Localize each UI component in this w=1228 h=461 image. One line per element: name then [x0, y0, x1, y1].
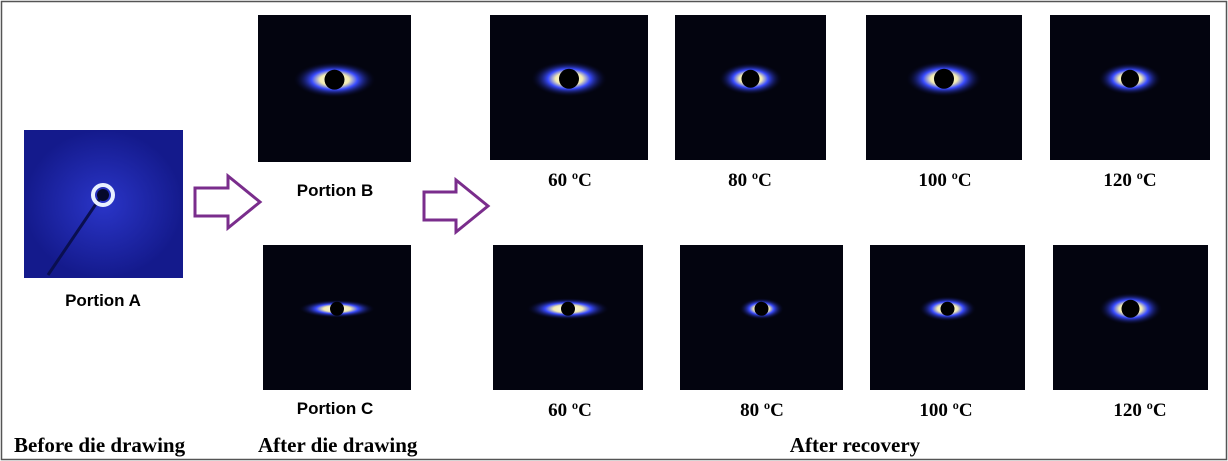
temp-label: 80 ºC [728, 170, 772, 191]
temp-label: 80 ºC [740, 400, 784, 421]
scattering-pattern [1050, 15, 1210, 160]
arrow [195, 176, 260, 228]
caption: Before die drawing [14, 433, 186, 457]
temp-label: 100 ºC [918, 170, 971, 191]
temp-label: 120 ºC [1103, 170, 1156, 191]
caption: After die drawing [258, 433, 418, 457]
figure: Portion B Portion A Portion C 60 ºC 80 º… [0, 0, 1228, 461]
arrow [424, 180, 488, 232]
scattering-pattern [258, 15, 411, 162]
scattering-pattern [866, 15, 1022, 160]
scattering-pattern [493, 245, 643, 390]
temp-label: 60 ºC [548, 400, 592, 421]
caption: After recovery [790, 433, 921, 457]
temp-label: 60 ºC [548, 170, 592, 191]
panel-label: Portion C [297, 399, 374, 418]
temp-label: 120 ºC [1113, 400, 1166, 421]
scattering-pattern [263, 245, 411, 390]
scattering-pattern [490, 15, 648, 160]
temp-label: 100 ºC [919, 400, 972, 421]
pattern-a [24, 130, 183, 278]
panel-label: Portion A [65, 291, 141, 310]
scattering-pattern [680, 245, 843, 390]
scattering-pattern [1053, 245, 1208, 390]
panel-label: Portion B [297, 181, 374, 200]
scattering-pattern [675, 15, 826, 160]
scattering-pattern [870, 245, 1025, 390]
